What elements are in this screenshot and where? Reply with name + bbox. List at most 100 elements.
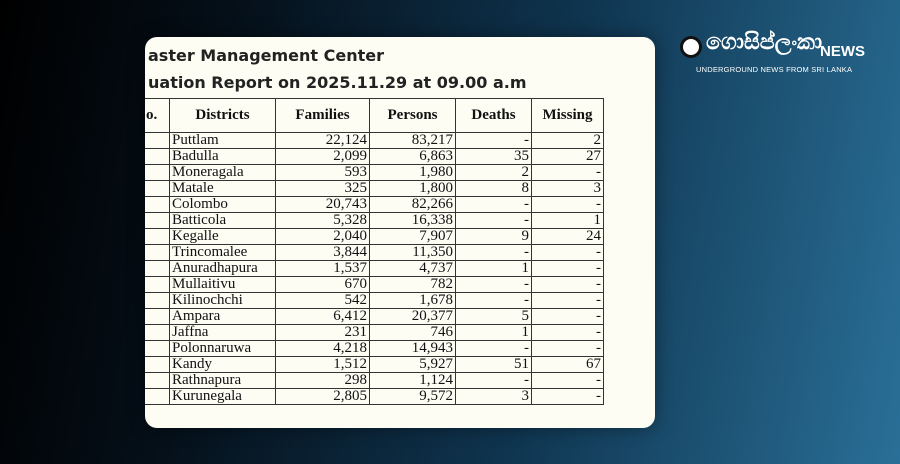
number-cell: 4,737 (369, 260, 456, 277)
number-cell: 83,217 (369, 132, 456, 149)
row-number-cell (145, 372, 170, 389)
number-cell: 4,218 (275, 340, 370, 357)
table-row: Moneragala 593 1,980 2- (145, 164, 604, 181)
logo-brand: ගොසිප්ලංකා (706, 30, 823, 55)
logo-tagline: UNDERGROUND NEWS FROM SRI LANKA (696, 65, 853, 74)
header-cell: Missing (531, 98, 604, 133)
district-cell: Kandy (169, 356, 276, 373)
number-cell: 20,377 (369, 308, 456, 325)
row-number-cell (145, 244, 170, 261)
number-cell: - (531, 164, 604, 181)
table-row: Kilinochchi 542 1,678- - (145, 292, 604, 309)
number-cell: 542 (275, 292, 370, 309)
number-cell: 746 (369, 324, 456, 341)
row-number-cell (145, 292, 170, 309)
number-cell: 9,572 (369, 388, 456, 405)
table-row: Rathnapura 298 1,124- - (145, 372, 604, 389)
table-row: Badulla 2,099 6,863 35 27 (145, 148, 604, 165)
number-cell: 1,537 (275, 260, 370, 277)
row-number-cell (145, 180, 170, 197)
row-number-cell (145, 324, 170, 341)
number-cell: 1 (455, 260, 532, 277)
table-row: Anuradhapura 1,537 4,737 1- (145, 260, 604, 277)
number-cell: 82,266 (369, 196, 456, 213)
row-number-cell (145, 132, 170, 149)
header-cell: Persons (369, 98, 456, 133)
number-cell: 3 (455, 388, 532, 405)
table-row: Trincomalee 3,844 11,350- - (145, 244, 604, 261)
district-cell: Kurunegala (169, 388, 276, 405)
number-cell: 11,350 (369, 244, 456, 261)
district-cell: Kegalle (169, 228, 276, 245)
district-cell: Rathnapura (169, 372, 276, 389)
number-cell: 298 (275, 372, 370, 389)
number-cell: 2 (455, 164, 532, 181)
district-cell: Kilinochchi (169, 292, 276, 309)
row-number-cell (145, 212, 170, 229)
table-row: Puttlam 22,124 83,217-2 (145, 132, 604, 149)
logo-icon (680, 36, 702, 58)
number-cell: 1 (531, 212, 604, 229)
row-number-cell (145, 388, 170, 405)
number-cell: 7,907 (369, 228, 456, 245)
number-cell: 5 (455, 308, 532, 325)
number-cell: 1,124 (369, 372, 456, 389)
number-cell: 6,412 (275, 308, 370, 325)
number-cell: 14,943 (369, 340, 456, 357)
number-cell: - (531, 324, 604, 341)
number-cell: 593 (275, 164, 370, 181)
number-cell: 2 (531, 132, 604, 149)
header-cell: Families (275, 98, 370, 133)
number-cell: - (531, 244, 604, 261)
number-cell: 51 (455, 356, 532, 373)
report-table: o. Districts Families Persons Deaths Missing … (145, 98, 604, 405)
table-row: Kegalle 2,040 7,907 9 24 (145, 228, 604, 245)
table-row: Matale 325 1,800 8 3 (145, 180, 604, 197)
number-cell: - (531, 340, 604, 357)
number-cell: 35 (455, 148, 532, 165)
table-row: Polonnaruwa 4,218 14,943- - (145, 340, 604, 357)
number-cell: - (455, 212, 532, 229)
row-number-cell (145, 164, 170, 181)
row-number-cell (145, 228, 170, 245)
report-subtitle: uation Report on 2025.11.29 at 09.00 a.m (148, 73, 527, 92)
number-cell: 27 (531, 148, 604, 165)
table-row: Ampara 6,412 20,377 5- (145, 308, 604, 325)
table-row: Mullaitivu 670 782- - (145, 276, 604, 293)
number-cell: 782 (369, 276, 456, 293)
district-cell: Jaffna (169, 324, 276, 341)
district-cell: Trincomalee (169, 244, 276, 261)
number-cell: 670 (275, 276, 370, 293)
district-cell: Polonnaruwa (169, 340, 276, 357)
number-cell: 5,328 (275, 212, 370, 229)
row-number-cell (145, 148, 170, 165)
number-cell: 1,512 (275, 356, 370, 373)
number-cell: 2,099 (275, 148, 370, 165)
district-cell: Mullaitivu (169, 276, 276, 293)
number-cell: - (531, 196, 604, 213)
number-cell: 3,844 (275, 244, 370, 261)
row-number-cell (145, 196, 170, 213)
number-cell: 1,980 (369, 164, 456, 181)
row-number-cell (145, 356, 170, 373)
table-row: Kurunegala 2,805 9,572 3- (145, 388, 604, 405)
district-cell: Anuradhapura (169, 260, 276, 277)
number-cell: 8 (455, 180, 532, 197)
district-cell: Batticola (169, 212, 276, 229)
number-cell: - (531, 388, 604, 405)
number-cell: - (455, 292, 532, 309)
header-row: o. Districts Families Persons Deaths Missing (145, 98, 604, 133)
district-cell: Moneragala (169, 164, 276, 181)
number-cell: - (455, 244, 532, 261)
logo-news: NEWS (820, 43, 865, 60)
number-cell: - (455, 340, 532, 357)
number-cell: 16,338 (369, 212, 456, 229)
number-cell: - (531, 292, 604, 309)
number-cell: 325 (275, 180, 370, 197)
row-number-cell (145, 308, 170, 325)
district-cell: Puttlam (169, 132, 276, 149)
number-cell: 67 (531, 356, 604, 373)
district-cell: Matale (169, 180, 276, 197)
number-cell: 1,678 (369, 292, 456, 309)
number-cell: - (455, 132, 532, 149)
